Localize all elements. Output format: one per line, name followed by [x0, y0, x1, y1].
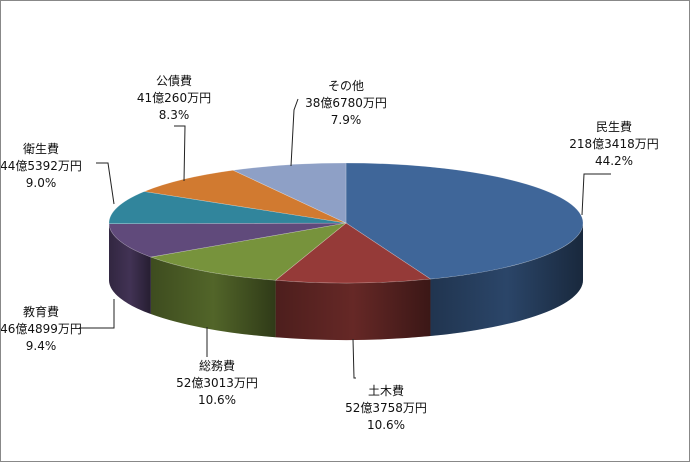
slice-label-amount: 41億260万円 [137, 91, 211, 105]
slice-label: 土木費 52億3758万円 10.6% [345, 383, 427, 432]
slice-label: 民生費 218億3418万円 44.2% [569, 119, 658, 168]
slice-label: 教育費 46億4899万円 9.4% [1, 304, 82, 353]
slice-label-name: 総務費 [199, 358, 235, 373]
slice-label: 総務費 52億3013万円 10.6% [176, 358, 258, 407]
slice-label-name: 衛生費 [23, 141, 59, 156]
leader-line [79, 299, 114, 328]
slice-label-percent: 44.2% [595, 154, 633, 168]
pie-slice-side-shade [276, 279, 431, 340]
slice-label-amount: 218億3418万円 [569, 137, 658, 151]
slice-label-percent: 8.3% [159, 108, 190, 122]
slice-label-name: 教育費 [23, 304, 59, 319]
leader-line [291, 99, 298, 166]
slice-label-amount: 44億5392万円 [1, 159, 82, 173]
slice-label-name: 民生費 [596, 119, 632, 134]
slice-label-percent: 10.6% [198, 393, 236, 407]
slice-label-name: その他 [328, 79, 364, 93]
leader-line [96, 163, 114, 204]
slice-label: 衛生費 44億5392万円 9.0% [1, 141, 82, 190]
slice-label: その他 38億6780万円 7.9% [305, 79, 387, 127]
slice-label-amount: 52億3013万円 [176, 376, 258, 390]
leader-line [353, 339, 356, 378]
leader-line [582, 174, 611, 215]
slice-label-percent: 9.0% [26, 176, 57, 190]
slice-label: 公債費 41億260万円 8.3% [137, 73, 211, 122]
slice-label-amount: 46億4899万円 [1, 322, 82, 336]
slice-label-percent: 9.4% [26, 339, 57, 353]
slice-label-amount: 38億6780万円 [305, 96, 387, 110]
slice-label-percent: 7.9% [331, 113, 362, 127]
slice-label-amount: 52億3758万円 [345, 401, 427, 415]
slice-label-name: 公債費 [156, 73, 192, 88]
slice-label-percent: 10.6% [367, 418, 405, 432]
leader-line [174, 126, 185, 181]
slice-label-name: 土木費 [368, 383, 404, 398]
